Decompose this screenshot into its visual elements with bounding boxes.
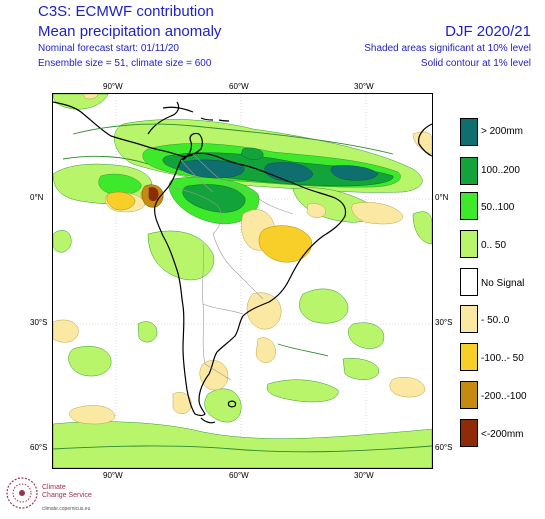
logo-line-2: Change Service [42,492,92,499]
anomaly-minus-100-50-areas [106,190,312,263]
legend-swatch-minus-50-0 [460,305,478,333]
ensemble-size-label: Ensemble size = 51, climate size = 600 [38,58,212,69]
lat-tick-right-0n: 0°N [435,193,449,202]
lon-tick-bottom-60w: 60°W [229,471,249,480]
copernicus-emblem-icon [6,477,38,509]
lat-tick-right-60s: 60°S [435,443,453,452]
legend-label-minus-50-0: - 50..0 [481,315,510,326]
legend-swatch-0-50 [460,230,478,258]
logo-url: climate.copernicus.eu [42,506,91,512]
anomaly-minus-50-0-areas [53,94,432,425]
title-line-2: Mean precipitation anomaly [38,23,222,40]
anomaly-minus-200-areas [141,184,164,208]
legend-label-50-100: 50..100 [481,202,515,213]
lon-tick-top-60w: 60°W [229,82,249,91]
lon-tick-top-90w: 90°W [103,82,123,91]
legend-swatch-100-200 [460,157,478,185]
significance-contours [53,123,432,453]
forecast-start-label: Nominal forecast start: 01/11/20 [38,43,179,54]
lat-tick-right-30s: 30°S [435,318,453,327]
legend-label-minus-100-50: -100..- 50 [481,353,524,364]
legend-label-over-200: > 200mm [481,126,523,137]
legend-swatch-no-signal [460,268,478,296]
contour-note: Solid contour at 1% level [420,58,531,69]
lon-tick-top-30w: 30°W [354,82,374,91]
lon-tick-bottom-30w: 30°W [354,471,374,480]
country-borders [168,153,294,381]
title-line-1: C3S: ECMWF contribution [38,3,214,20]
legend-swatch-minus-100-50 [460,343,478,371]
legend-label-100-200: 100..200 [481,165,520,176]
significance-note: Shaded areas significant at 10% level [364,43,531,54]
lat-tick-left-30s: 30°S [30,318,48,327]
legend-label-under-minus-200: <-200mm [481,429,524,440]
precipitation-anomaly-map [52,93,433,469]
legend-label-no-signal: No Signal [481,278,525,289]
legend-label-0-50: 0.. 50 [481,240,507,251]
legend-swatch-under-minus-200 [460,419,478,447]
lat-tick-left-0n: 0°N [30,193,44,202]
legend-swatch-minus-200-100 [460,381,478,409]
legend-swatch-50-100 [460,192,478,220]
lat-tick-left-60s: 60°S [30,443,48,452]
coastlines [53,101,432,424]
map-canvas [53,94,432,468]
copernicus-logo: Climate Change Service climate.copernicu… [4,472,114,516]
legend-label-minus-200-100: -200..-100 [481,391,527,402]
logo-text: Climate Change Service [42,484,92,500]
lon-tick-bottom-90w: 90°W [103,471,123,480]
logo-line-1: Climate [42,484,66,491]
season-label: DJF 2020/21 [445,23,531,40]
legend-swatch-over-200 [460,118,478,146]
